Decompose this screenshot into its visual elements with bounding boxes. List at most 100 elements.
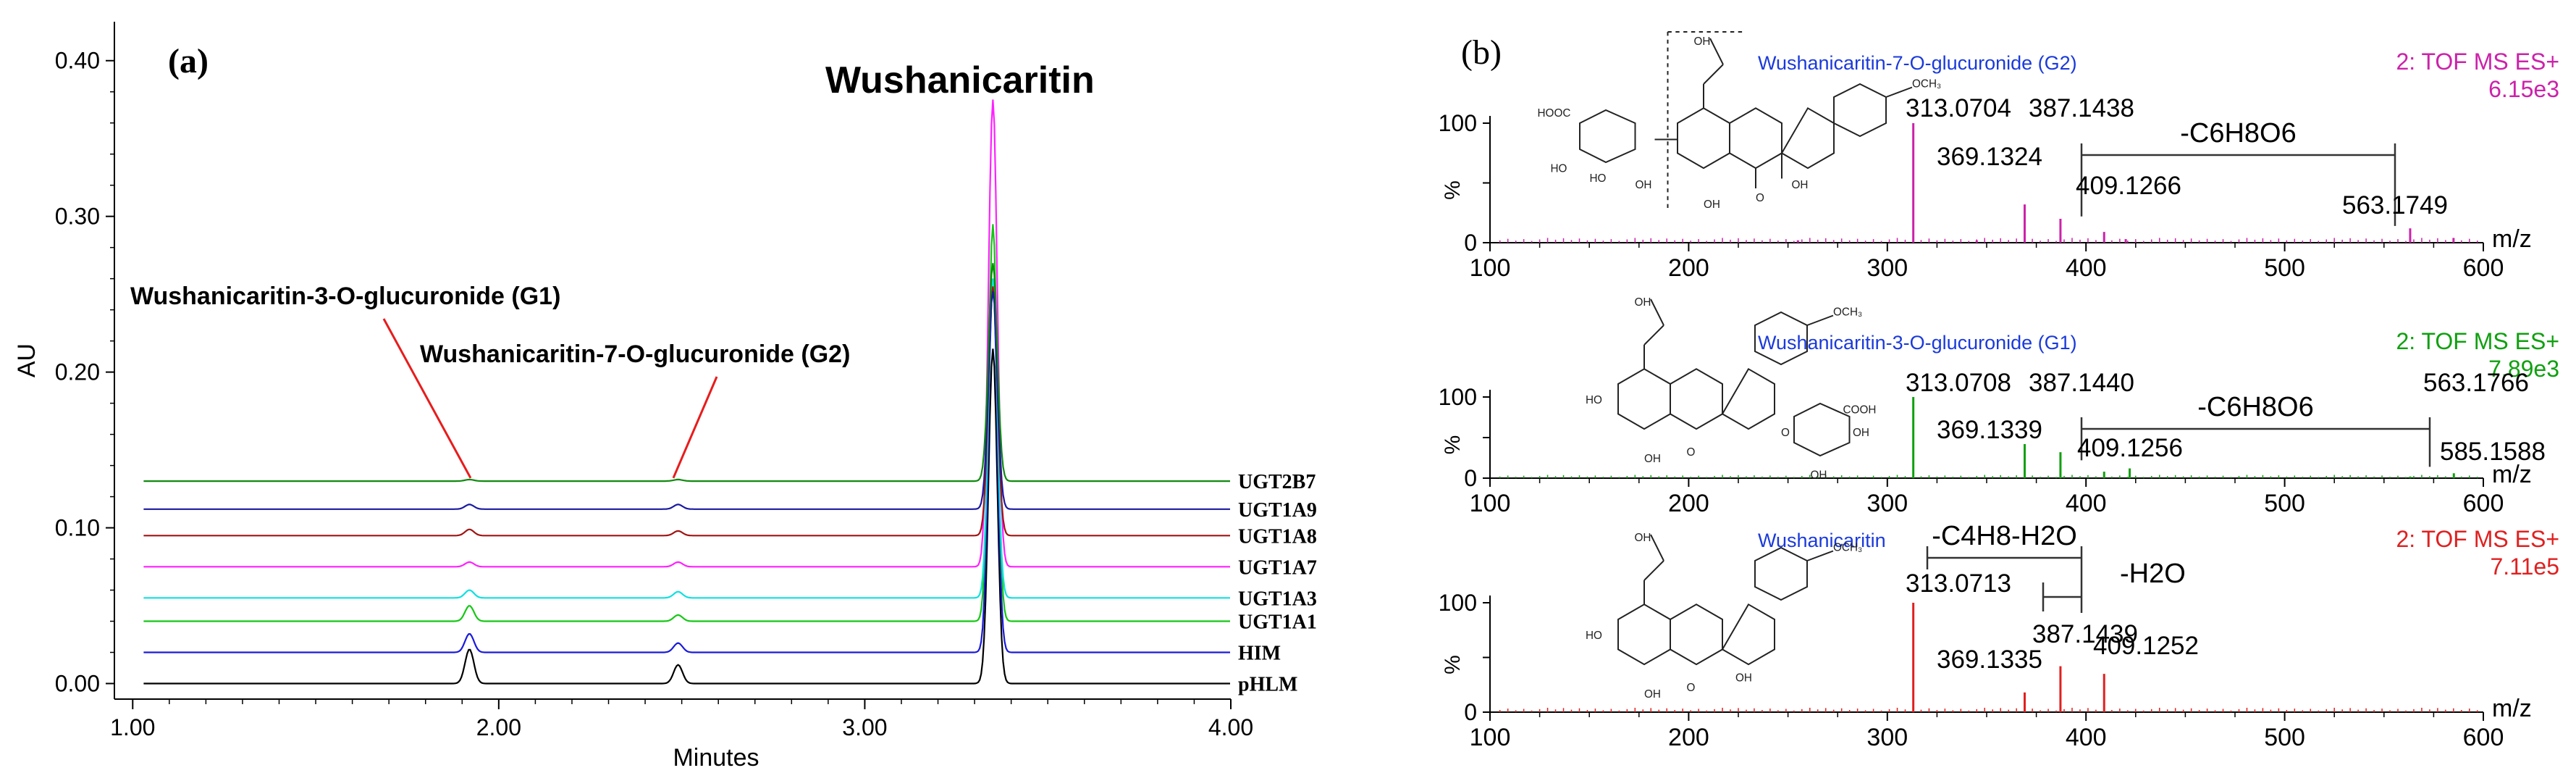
neutral-loss-label: -C6H8O6 [2197, 392, 2314, 422]
spectrum-x-tick-label: 100 [1470, 490, 1511, 517]
g1-annotation: Wushanicaritin-3-O-glucuronide (G1) [130, 283, 560, 310]
spectrum-title: Wushanicaritin-7-O-glucuronide (G2) [1758, 52, 2077, 74]
g2-structure-image: OH O OH HOOC HO HO OH OH OCH₃ [1538, 31, 1941, 211]
spectrum-y-tick-label: 100 [1439, 590, 1477, 616]
x-tick-label: 2.00 [476, 714, 521, 740]
svg-text:O: O [1756, 192, 1764, 204]
svg-text:COOH: COOH [1843, 404, 1877, 417]
svg-text:HOOC: HOOC [1538, 107, 1571, 120]
spectrum-x-tick-label: 300 [1866, 254, 1908, 282]
peak-label: 313.0708 [1906, 369, 2011, 397]
svg-text:OH: OH [1635, 296, 1651, 309]
spectrum-y-axis-title: % [1441, 180, 1465, 200]
panel-a-label: (a) [168, 42, 209, 80]
spectrum-x-tick-label: 500 [2264, 724, 2305, 751]
spectrum-x-axis-title: m/z [2492, 225, 2532, 253]
svg-text:OCH₃: OCH₃ [1833, 306, 1862, 319]
svg-text:OH: OH [1792, 179, 1809, 191]
panel-b-label: (b) [1461, 33, 1502, 72]
g1-structure-image: HO OH O OH OCH₃ COOH OH OH O [1586, 296, 1876, 482]
peak-label: 563.1766 [2423, 369, 2529, 397]
peak-label: 313.0704 [1906, 94, 2011, 122]
x-tick-label: 3.00 [842, 714, 887, 740]
trace-label-ugt1a3: UGT1A3 [1238, 588, 1317, 610]
spectrum-mode: 2: TOF MS ES+ [2396, 49, 2559, 75]
spectrum-x-tick-label: 500 [2264, 490, 2305, 517]
svg-text:HO: HO [1586, 630, 1602, 642]
peak-label: 387.1440 [2029, 369, 2134, 397]
svg-text:OH: OH [1636, 179, 1652, 191]
svg-text:O: O [1687, 446, 1696, 459]
peak-label: 387.1438 [2029, 94, 2134, 122]
g1-arrow [382, 318, 472, 479]
svg-text:OH: OH [1694, 35, 1711, 48]
svg-text:OH: OH [1704, 199, 1720, 211]
svg-text:OH: OH [1644, 453, 1661, 465]
peak-label: 369.1335 [1937, 645, 2042, 674]
x-tick-label: 1.00 [110, 714, 155, 740]
trace-ugt1a9 [143, 291, 1230, 510]
svg-text:HO: HO [1586, 394, 1602, 406]
svg-text:O: O [1781, 427, 1790, 439]
neutral-loss-label: -C6H8O6 [2180, 118, 2297, 149]
trace-label-ugt1a7: UGT1A7 [1238, 556, 1317, 579]
svg-text:OH: OH [1644, 688, 1661, 701]
trace-phlm [143, 348, 1230, 685]
peak-label: 409.1266 [2076, 172, 2181, 200]
svg-text:OCH₃: OCH₃ [1912, 78, 1941, 91]
aglycone-structure-image: HO OH O OH OH OCH₃ [1586, 532, 1862, 701]
x-axis-title: Minutes [673, 744, 759, 772]
spectrum-x-tick-label: 200 [1668, 254, 1709, 282]
peak-label: 387.1439 [2032, 620, 2138, 648]
svg-text:OH: OH [1853, 427, 1869, 439]
y-tick-label: 0.40 [55, 48, 100, 74]
spectrum-intensity: 7.11e5 [2491, 553, 2560, 580]
svg-text:O: O [1687, 682, 1696, 694]
spectrum-y-tick-label: 0 [1464, 465, 1477, 491]
peak-label: 313.0713 [1906, 569, 2011, 598]
peak-label: 409.1252 [2093, 632, 2199, 660]
spectrum-y-tick-label: 0 [1464, 699, 1477, 725]
panel-a-chromatogram: 0.00 0.10 0.20 0.30 0.40 1.00 2.00 3.00 4.00 Minu… [13, 22, 1317, 772]
spectrum-x-tick-label: 300 [1866, 724, 1908, 751]
g2-arrow [672, 376, 718, 479]
trace-him [143, 278, 1230, 653]
spectrum-y-axis-title: % [1441, 435, 1465, 455]
spectrum-x-tick-label: 500 [2264, 254, 2305, 282]
spectrum-intensity: 6.15e3 [2488, 76, 2559, 102]
svg-text:OH: OH [1735, 672, 1752, 685]
spectrum-intensity: 7.89e3 [2488, 356, 2559, 382]
svg-text:HO: HO [1590, 172, 1607, 185]
y-tick-label: 0.20 [55, 359, 100, 385]
peak-label: 409.1256 [2077, 434, 2183, 462]
neutral-loss-label: -H2O [2120, 559, 2186, 589]
panel-a-title: Wushanicaritin [825, 59, 1095, 101]
spectrum-y-tick-label: 100 [1439, 110, 1477, 136]
neutral-loss-label: -C4H8-H2O [1932, 521, 2077, 551]
peak-label: 369.1339 [1937, 416, 2042, 444]
svg-text:OH: OH [1635, 532, 1651, 544]
trace-label-phlm: pHLM [1238, 674, 1297, 696]
svg-text:OH: OH [1811, 469, 1827, 482]
trace-ugt1a3 [143, 278, 1230, 599]
trace-ugt1a7 [143, 99, 1230, 568]
spectrum-x-tick-label: 100 [1470, 254, 1511, 282]
spectrum-y-tick-label: 0 [1464, 230, 1477, 256]
spectrum-x-tick-label: 400 [2066, 724, 2107, 751]
spectrum-mode: 2: TOF MS ES+ [2396, 526, 2559, 552]
spectrum-y-axis-title: % [1441, 655, 1465, 674]
spectrum-x-axis-title: m/z [2492, 695, 2532, 722]
x-tick-label: 4.00 [1208, 714, 1253, 740]
trace-label-ugt1a9: UGT1A9 [1238, 499, 1317, 522]
peak-label: 563.1749 [2342, 191, 2448, 220]
spectrum-x-tick-label: 400 [2066, 490, 2107, 517]
spectrum-x-axis-title: m/z [2492, 461, 2532, 488]
trace-label-ugt1a8: UGT1A8 [1238, 525, 1317, 548]
trace-label-him: HIM [1238, 643, 1281, 665]
spectrum-x-tick-label: 300 [1866, 490, 1908, 517]
spectrum-x-tick-label: 100 [1470, 724, 1511, 751]
trace-label-ugt2b7: UGT2B7 [1238, 471, 1316, 493]
svg-text:OCH₃: OCH₃ [1833, 542, 1862, 554]
